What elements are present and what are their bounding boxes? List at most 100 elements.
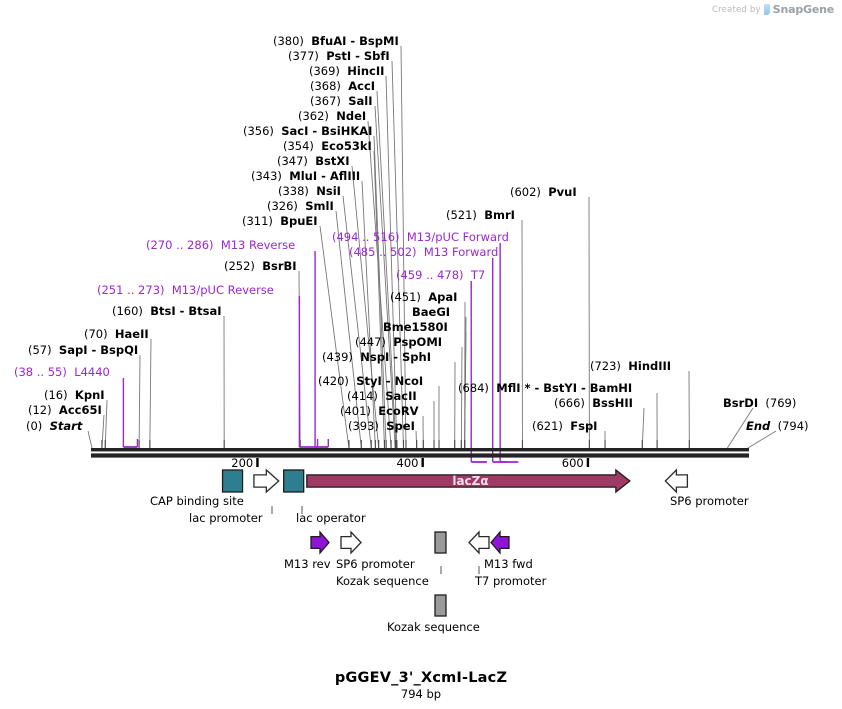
enzyme-leader-line	[460, 346, 463, 449]
enzyme-name: Acc65I	[58, 403, 102, 417]
terminal-label[interactable]: BsrDI (769)	[723, 397, 796, 409]
enzyme-position: (401)	[340, 404, 371, 418]
enzyme-label[interactable]: (521) BmrI	[446, 209, 515, 221]
primer-label[interactable]: (459 .. 478) T7	[396, 269, 485, 281]
primer-label[interactable]: (270 .. 286) M13 Reverse	[146, 239, 295, 251]
enzyme-position: (447)	[355, 335, 386, 349]
terminal-label[interactable]: End (794)	[746, 420, 809, 432]
enzyme-label[interactable]: (338) NsiI	[278, 185, 341, 197]
enzyme-separator: -	[175, 304, 189, 318]
enzyme-label[interactable]: (393) SpeI	[348, 420, 415, 432]
enzyme-label[interactable]: (420) StyI - NcoI	[318, 375, 423, 387]
enzyme-separator: -	[346, 34, 360, 48]
enzyme-name: NdeI	[336, 109, 367, 123]
enzyme-label[interactable]: (326) SmlI	[267, 200, 334, 212]
enzyme-label[interactable]: (160) BtsI - BtsaI	[112, 305, 222, 317]
enzyme-label[interactable]: (723) HindIII	[590, 360, 671, 372]
enzyme-label[interactable]: (311) BpuEI	[242, 215, 318, 227]
enzyme-label[interactable]: (439) NspI - SphI	[322, 351, 431, 363]
primer-label[interactable]: (38 .. 55) L4440	[14, 366, 110, 378]
feature-kozak-sequence	[434, 594, 447, 617]
enzyme-label[interactable]: (401) EcoRV	[340, 405, 419, 417]
enzyme-name: HindIII	[628, 359, 672, 373]
primer-range: (459 .. 478)	[396, 268, 464, 282]
enzyme-label[interactable]: (368) AccI	[310, 80, 375, 92]
enzyme-label[interactable]: (666) BssHII	[554, 397, 633, 409]
enzyme-name: MluI	[289, 169, 318, 183]
terminal-name: End	[746, 419, 771, 433]
enzyme-label[interactable]: (12) Acc65I	[28, 404, 102, 416]
enzyme-name: MflI *	[496, 381, 531, 395]
enzyme-label[interactable]: Bme1580I	[383, 321, 448, 333]
enzyme-label[interactable]: (347) BstXI	[277, 155, 350, 167]
enzyme-name: KpnI	[74, 388, 105, 402]
enzyme-position: (602)	[510, 185, 541, 199]
enzyme-name: AccI	[348, 79, 376, 93]
primer-name: M13/pUC Reverse	[171, 283, 274, 297]
enzyme-name: BssHII	[592, 396, 633, 410]
enzyme-label[interactable]: (684) MflI * - BstYI - BamHI	[458, 382, 632, 394]
enzyme-name: SacI	[281, 124, 309, 138]
enzyme-name: Bme1580I	[383, 320, 448, 334]
enzyme-label[interactable]: (380) BfuAI - BspMI	[273, 35, 399, 47]
enzyme-label[interactable]: (343) MluI - AflIII	[251, 170, 360, 182]
enzyme-name: PvuI	[548, 185, 577, 199]
terminal-label[interactable]: (0) Start	[26, 420, 82, 432]
feature-lacz-alpha	[306, 468, 631, 494]
primer-label[interactable]: (485 .. 502) M13 Forward	[349, 246, 498, 258]
enzyme-label[interactable]: (451) ApaI	[390, 291, 457, 303]
enzyme-leader-line	[351, 165, 380, 449]
enzyme-label[interactable]: (377) PstI - SbfI	[288, 50, 390, 62]
enzyme-label[interactable]: (362) NdeI	[298, 110, 366, 122]
enzyme-position: (160)	[112, 304, 143, 318]
enzyme-label[interactable]: (354) Eco53kI	[283, 140, 372, 152]
primer-name: M13 Forward	[423, 245, 499, 259]
enzyme-name: BtsaI	[188, 304, 222, 318]
ruler-tick-label: 200	[231, 456, 254, 470]
enzyme-name: SpeI	[386, 419, 415, 433]
feature-m13-fwd	[490, 530, 510, 555]
enzyme-label[interactable]: (356) SacI - BsiHKAI	[243, 125, 372, 137]
enzyme-label[interactable]: BaeGI	[412, 306, 450, 318]
primer-name: L4440	[74, 365, 110, 379]
enzyme-label[interactable]: (16) KpnI	[44, 389, 105, 401]
enzyme-leader-line	[391, 60, 404, 449]
enzyme-separator: -	[577, 381, 590, 395]
feature-label-cap-binding-site: CAP binding site	[150, 494, 244, 508]
enzyme-position: (367)	[310, 94, 341, 108]
enzyme-position: (723)	[590, 359, 621, 373]
enzyme-name: StyI	[356, 374, 382, 388]
enzyme-leader-line	[319, 225, 350, 449]
enzyme-name: EcoRV	[378, 404, 419, 418]
enzyme-leader-line	[747, 430, 777, 449]
feature-label-lac-operator: lac operator	[296, 511, 366, 525]
enzyme-label[interactable]: (369) HincII	[309, 65, 384, 77]
enzyme-label[interactable]: (70) HaeII	[84, 328, 149, 340]
feature-lac-operator	[283, 469, 305, 493]
terminal-position: (794)	[777, 419, 809, 433]
primer-label[interactable]: (494 .. 516) M13/pUC Forward	[332, 231, 509, 243]
enzyme-position: (354)	[283, 139, 314, 153]
enzyme-name: SacII	[385, 389, 417, 403]
enzyme-leader-line	[376, 90, 397, 449]
primer-label[interactable]: (251 .. 273) M13/pUC Reverse	[97, 284, 274, 296]
enzyme-name: Eco53kI	[321, 139, 372, 153]
feature-lacz-alpha-label: lacZα	[452, 474, 488, 488]
enzyme-position: (451)	[390, 290, 421, 304]
enzyme-label[interactable]: (447) PspOMI	[355, 336, 442, 348]
enzyme-label[interactable]: (602) PvuI	[510, 186, 577, 198]
enzyme-label[interactable]: (621) FspI	[532, 420, 597, 432]
enzyme-name: FspI	[570, 419, 598, 433]
primer-name: M13 Reverse	[220, 238, 296, 252]
enzyme-leader-line	[335, 210, 362, 449]
enzyme-label[interactable]: (57) SapI - BspQI	[28, 344, 138, 356]
enzyme-leader-line	[138, 354, 141, 449]
enzyme-label[interactable]: (367) SalI	[310, 95, 373, 107]
enzyme-leader-line	[385, 75, 398, 449]
feature-label-m13-rev: M13 rev	[284, 557, 331, 571]
enzyme-label[interactable]: (252) BsrBI	[224, 260, 297, 272]
watermark-prefix: Created by	[711, 4, 761, 15]
feature-sp-promoter	[664, 468, 689, 494]
enzyme-label[interactable]: (414) SacII	[347, 390, 417, 402]
snapgene-logo-icon	[763, 4, 770, 15]
